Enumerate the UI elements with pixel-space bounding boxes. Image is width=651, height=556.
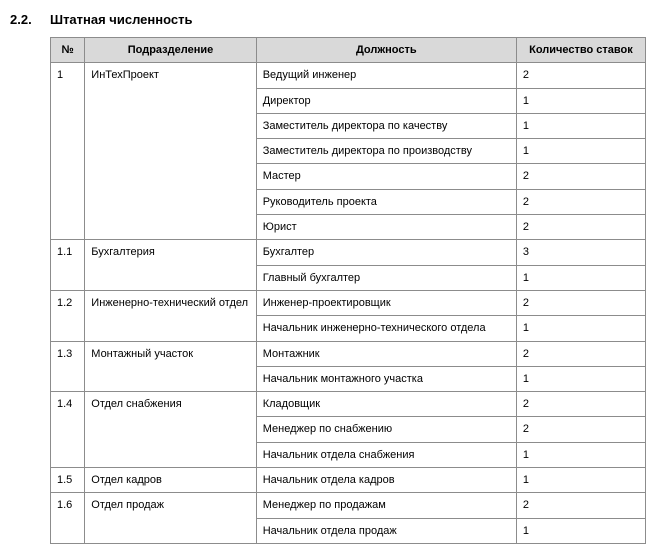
table-row: 1.6Отдел продажМенеджер по продажам2 [51, 493, 646, 518]
cell-position: Начальник отдела снабжения [256, 442, 516, 467]
col-header-num: № [51, 38, 85, 63]
cell-position: Руководитель проекта [256, 189, 516, 214]
cell-count: 2 [516, 392, 645, 417]
section-title: Штатная численность [50, 12, 192, 27]
cell-count: 3 [516, 240, 645, 265]
cell-position: Ведущий инженер [256, 63, 516, 88]
cell-num: 1.1 [51, 240, 85, 291]
cell-count: 2 [516, 63, 645, 88]
table-row: 1.4Отдел снабженияКладовщик2 [51, 392, 646, 417]
cell-position: Юрист [256, 215, 516, 240]
col-header-pos: Должность [256, 38, 516, 63]
cell-count: 1 [516, 442, 645, 467]
cell-position: Заместитель директора по качеству [256, 113, 516, 138]
cell-count: 1 [516, 316, 645, 341]
staff-table: № Подразделение Должность Количество ста… [50, 37, 646, 544]
cell-num: 1.2 [51, 290, 85, 341]
cell-position: Начальник монтажного участка [256, 366, 516, 391]
cell-count: 2 [516, 341, 645, 366]
cell-position: Начальник инженерно-технического от­дела [256, 316, 516, 341]
cell-department: Инженерно-технический от­дел [85, 290, 256, 341]
cell-department: ИнТехПроект [85, 63, 256, 240]
cell-num: 1.5 [51, 468, 85, 493]
table-row: 1.2Инженерно-технический от­делИнженер-п… [51, 290, 646, 315]
cell-position: Заместитель директора по производству [256, 139, 516, 164]
cell-position: Начальник отдела кадров [256, 468, 516, 493]
cell-department: Монтажный участок [85, 341, 256, 392]
cell-count: 2 [516, 290, 645, 315]
section-header: 2.2. Штатная численность [10, 12, 641, 27]
cell-num: 1.3 [51, 341, 85, 392]
cell-count: 2 [516, 215, 645, 240]
cell-department: Отдел снабжения [85, 392, 256, 468]
table-body: 1ИнТехПроектВедущий инженер2Директор1Зам… [51, 63, 646, 544]
cell-count: 2 [516, 493, 645, 518]
cell-position: Менеджер по снабжению [256, 417, 516, 442]
cell-department: Отдел продаж [85, 493, 256, 544]
col-header-count: Количество ставок [516, 38, 645, 63]
cell-position: Мастер [256, 164, 516, 189]
cell-num: 1.4 [51, 392, 85, 468]
cell-position: Главный бухгалтер [256, 265, 516, 290]
section-number: 2.2. [10, 12, 50, 27]
cell-position: Инженер-проектировщик [256, 290, 516, 315]
cell-position: Начальник отдела продаж [256, 518, 516, 543]
cell-department: Бухгалтерия [85, 240, 256, 291]
cell-count: 1 [516, 518, 645, 543]
cell-count: 2 [516, 417, 645, 442]
col-header-dept: Подразделение [85, 38, 256, 63]
cell-num: 1 [51, 63, 85, 240]
cell-count: 1 [516, 139, 645, 164]
cell-count: 1 [516, 88, 645, 113]
cell-count: 1 [516, 113, 645, 138]
cell-count: 2 [516, 189, 645, 214]
cell-position: Кладовщик [256, 392, 516, 417]
cell-count: 1 [516, 468, 645, 493]
cell-position: Менеджер по продажам [256, 493, 516, 518]
cell-department: Отдел кадров [85, 468, 256, 493]
table-row: 1ИнТехПроектВедущий инженер2 [51, 63, 646, 88]
cell-count: 1 [516, 366, 645, 391]
table-header: № Подразделение Должность Количество ста… [51, 38, 646, 63]
table-row: 1.5Отдел кадровНачальник отдела кадров1 [51, 468, 646, 493]
table-row: 1.1БухгалтерияБухгалтер3 [51, 240, 646, 265]
document-page: 2.2. Штатная численность № Подразделение… [0, 0, 651, 556]
cell-position: Директор [256, 88, 516, 113]
cell-count: 1 [516, 265, 645, 290]
cell-num: 1.6 [51, 493, 85, 544]
cell-position: Монтажник [256, 341, 516, 366]
cell-count: 2 [516, 164, 645, 189]
cell-position: Бухгалтер [256, 240, 516, 265]
table-row: 1.3Монтажный участокМонтажник2 [51, 341, 646, 366]
